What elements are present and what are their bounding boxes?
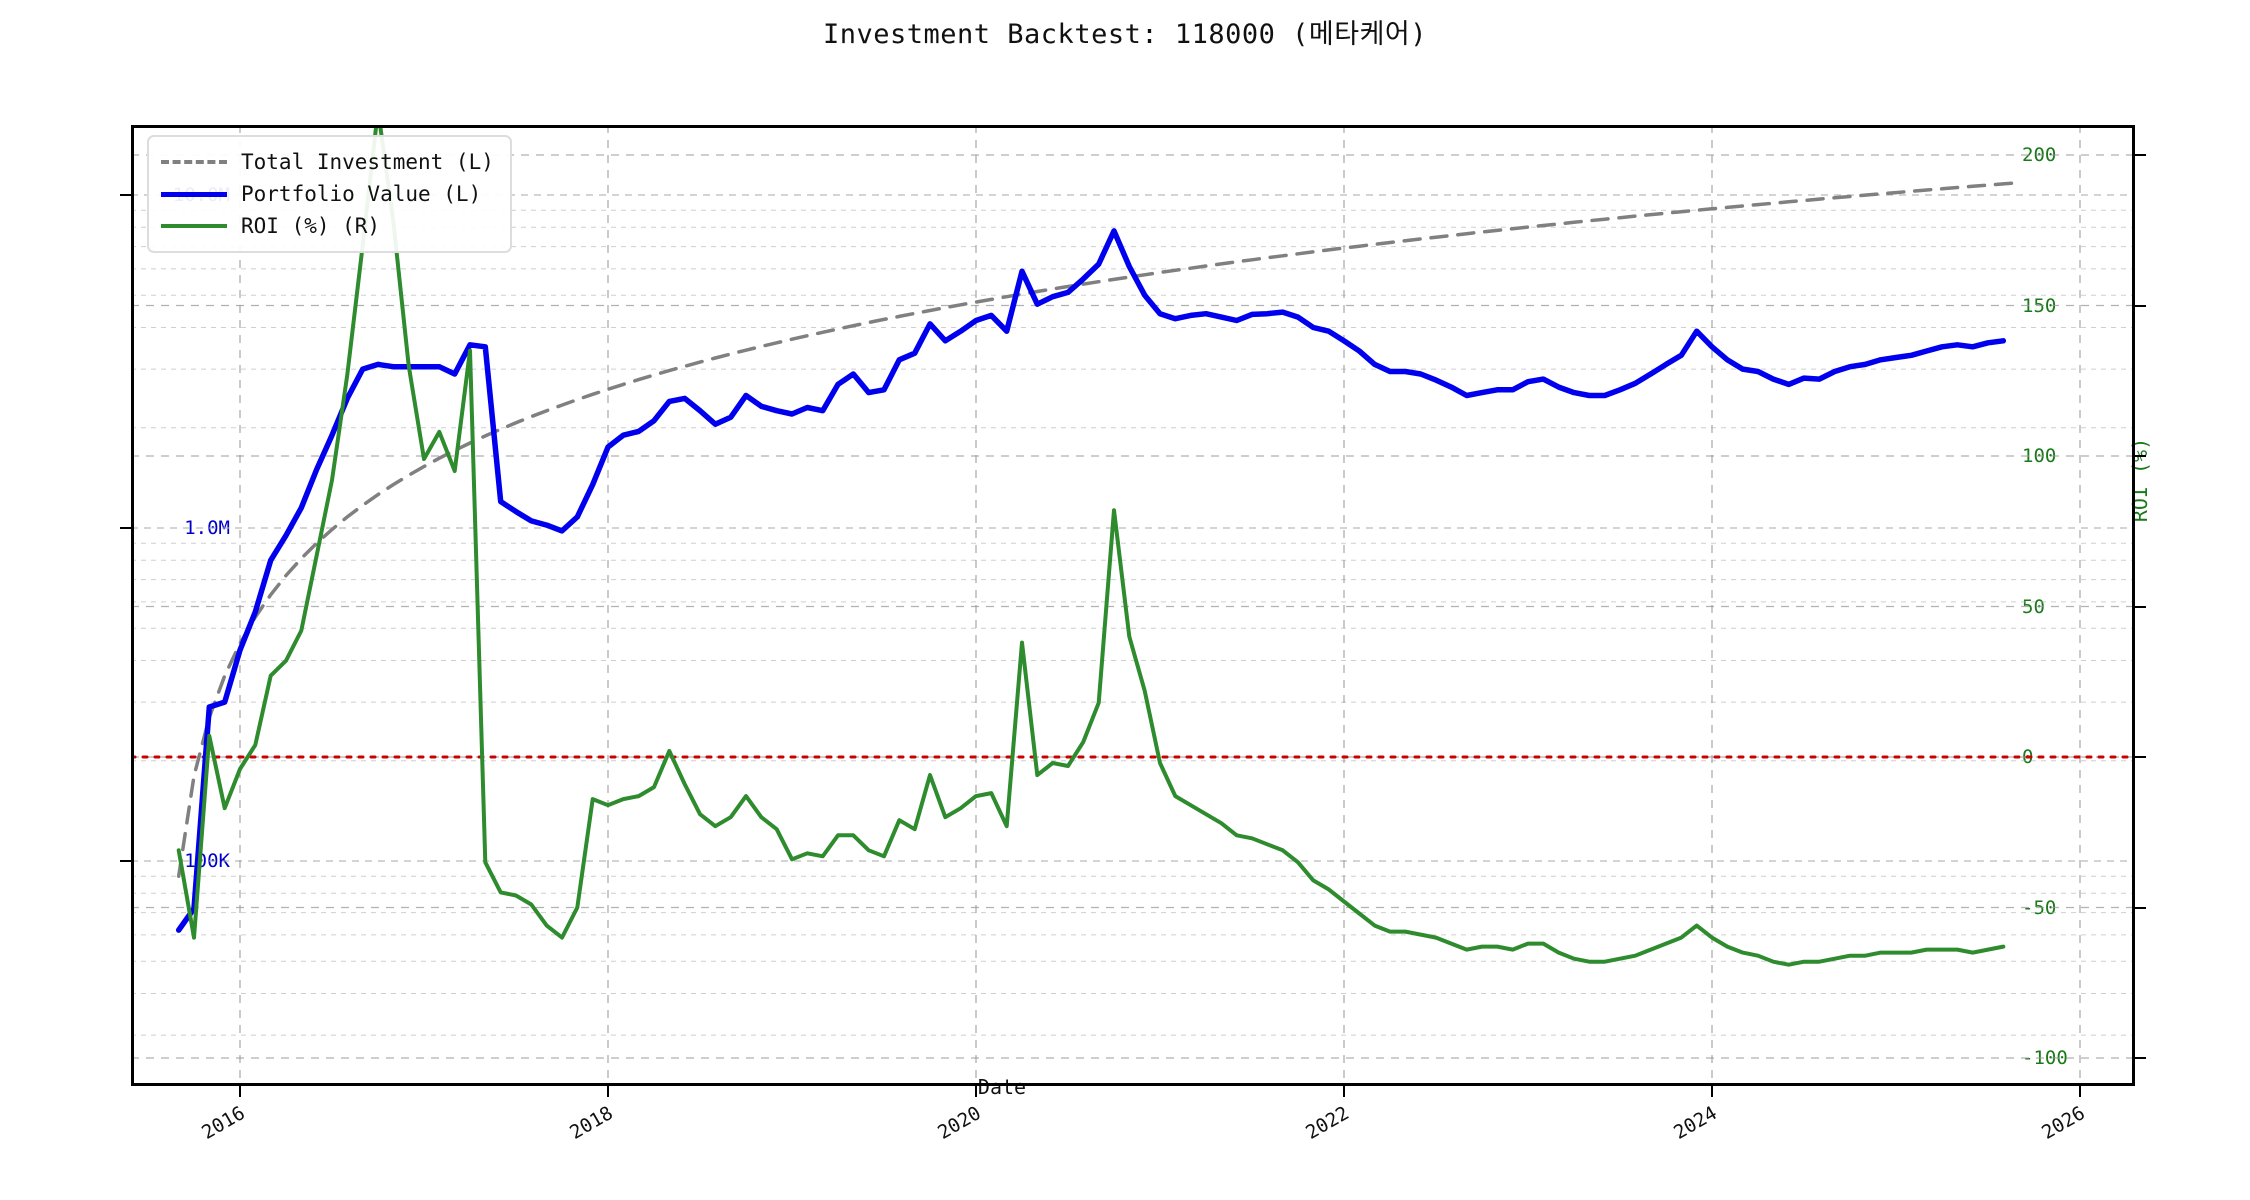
legend-item: ROI (%) (R)	[161, 210, 494, 242]
data-series-layer	[131, 125, 2135, 1086]
y-tick-mark-left	[120, 527, 131, 529]
plot-area: Total Investment (L) Portfolio Value (L)…	[131, 125, 2135, 1086]
x-tick-mark	[1711, 1086, 1713, 1097]
legend-item: Portfolio Value (L)	[161, 178, 494, 210]
x-tick: 2018	[566, 1102, 617, 1144]
x-tick-mark	[975, 1086, 977, 1097]
legend[interactable]: Total Investment (L) Portfolio Value (L)…	[147, 135, 512, 253]
x-tick: 2016	[198, 1102, 249, 1144]
legend-item: Total Investment (L)	[161, 146, 494, 178]
legend-swatch-total-investment	[161, 160, 227, 164]
x-tick-mark	[239, 1086, 241, 1097]
y-tick-right: -100	[2022, 1047, 2068, 1069]
legend-swatch-portfolio-value	[161, 191, 227, 197]
x-tick: 2022	[1302, 1102, 1353, 1144]
x-axis-label: Date	[977, 1075, 1027, 1099]
y-tick-mark-right	[2135, 756, 2146, 758]
y-tick-mark-right	[2135, 605, 2146, 608]
y-tick-mark-right	[2135, 154, 2146, 156]
x-tick-mark	[607, 1086, 609, 1097]
y-tick-left: 1.0M	[184, 517, 230, 539]
x-tick-mark	[2079, 1086, 2081, 1097]
page-title: Investment Backtest: 118000 (메타케어)	[822, 19, 1428, 50]
y-tick-mark-right	[2135, 455, 2146, 457]
legend-label-portfolio-value: Portfolio Value (L)	[241, 182, 482, 206]
x-tick: 2020	[934, 1102, 985, 1144]
legend-swatch-roi	[161, 224, 227, 228]
legend-label-roi: ROI (%) (R)	[241, 214, 381, 238]
x-tick: 2026	[2038, 1102, 2089, 1144]
y-tick-mark-left	[120, 860, 131, 862]
x-tick-mark	[1343, 1086, 1345, 1097]
y-tick-mark-left	[120, 194, 131, 196]
y-tick-mark-right	[2135, 906, 2146, 909]
x-tick: 2024	[1670, 1102, 1721, 1144]
legend-label-total-investment: Total Investment (L)	[241, 150, 494, 174]
y-tick-mark-right	[2135, 1057, 2146, 1059]
y-tick-mark-right	[2135, 304, 2146, 307]
gridlines	[131, 125, 2135, 1086]
plot-border	[131, 125, 2135, 1086]
y-tick-right: 50	[2022, 595, 2045, 618]
